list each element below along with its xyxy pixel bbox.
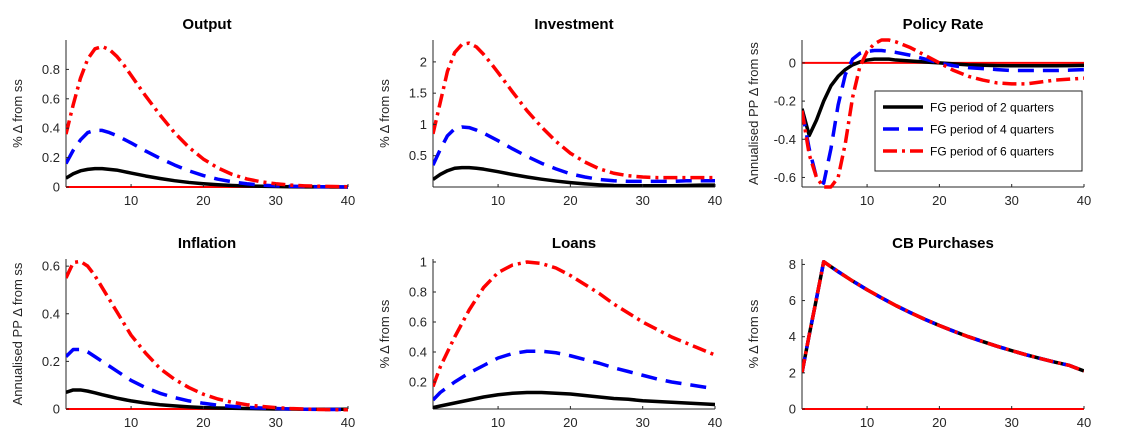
series-line	[802, 259, 1084, 374]
y-tick-label: 0	[789, 402, 796, 417]
series-line	[66, 347, 348, 412]
x-tick-label: 30	[268, 193, 282, 208]
y-tick-label: 1.5	[409, 86, 427, 101]
y-tick-label: 0	[789, 55, 796, 70]
y-axis-label: % Δ from ss	[377, 299, 392, 368]
series-line	[433, 390, 715, 410]
legend-label: FG period of 2 quarters	[930, 101, 1054, 115]
series-line	[802, 38, 1084, 189]
y-tick-label: 2	[420, 54, 427, 69]
y-tick-label: 0.4	[409, 345, 427, 360]
y-tick-label: 0.6	[409, 315, 427, 330]
series-line	[802, 48, 1084, 185]
panel-title: Loans	[552, 235, 596, 252]
y-tick-label: 0	[53, 402, 60, 417]
y-axis-label: Annualised PP Δ from ss	[10, 262, 25, 405]
panel-title: Inflation	[178, 235, 236, 252]
x-tick-label: 20	[196, 193, 210, 208]
x-tick-label: 10	[860, 415, 874, 430]
y-tick-label: 0.5	[409, 148, 427, 163]
panel-title: Policy Rate	[903, 16, 984, 33]
x-tick-label: 30	[1004, 415, 1018, 430]
series-line	[433, 349, 715, 402]
x-tick-label: 10	[860, 193, 874, 208]
y-axis-label: Annualised PP Δ from ss	[746, 42, 761, 185]
x-tick-label: 40	[1077, 193, 1091, 208]
y-axis-label: % Δ from ss	[10, 79, 25, 148]
y-tick-label: -0.6	[774, 170, 796, 185]
panel-cb-purchases: CB Purchases 10 20 30 40 0 2 4 6 8 % Δ from ss	[746, 235, 1091, 430]
legend-label: FG period of 6 quarters	[930, 145, 1054, 159]
x-tick-label: 40	[341, 193, 355, 208]
legend-box	[874, 90, 1083, 172]
series-line	[433, 165, 715, 188]
x-tick-label: 40	[708, 193, 722, 208]
x-tick-label: 30	[1004, 193, 1018, 208]
y-tick-label: 4	[789, 329, 796, 344]
y-tick-label: 8	[789, 257, 796, 272]
series-line	[66, 44, 348, 189]
series-line	[802, 259, 1084, 374]
x-tick-label: 10	[491, 415, 505, 430]
panel-output: Output 10 20 30 40 0 0.2 0.4 0.6 0.8 % Δ from ss	[10, 16, 355, 208]
legend: FG period of 2 quarters FG period of 4 qu…	[874, 90, 1083, 172]
y-tick-label: 0.2	[42, 150, 60, 165]
x-tick-label: 40	[708, 415, 722, 430]
y-tick-label: 0.8	[409, 285, 427, 300]
panel-investment: Investment 10 20 30 40 0.5 1 1.5 2 % Δ from ss	[377, 16, 722, 208]
y-tick-label: 0.6	[42, 259, 60, 274]
series-line	[433, 41, 715, 180]
x-tick-label: 20	[932, 193, 946, 208]
y-tick-label: -0.2	[774, 94, 796, 109]
panel-inflation: Inflation 10 20 30 40 0 0.2 0.4 0.6 Annualised PP…	[10, 235, 355, 430]
y-tick-label: 0.4	[42, 306, 60, 321]
x-tick-label: 40	[341, 415, 355, 430]
y-tick-label: 6	[789, 293, 796, 308]
x-tick-label: 10	[124, 415, 138, 430]
x-tick-label: 20	[563, 193, 577, 208]
panel-loans: Loans 10 20 30 40 0.2 0.4 0.6 0.8 1 % Δ from ss	[377, 235, 722, 430]
panel-title: Investment	[534, 16, 613, 33]
series-line	[433, 125, 715, 184]
y-tick-label: 1	[420, 255, 427, 270]
x-tick-label: 20	[563, 415, 577, 430]
x-tick-label: 20	[196, 415, 210, 430]
y-tick-label: 0.6	[42, 91, 60, 106]
series-line	[433, 260, 715, 388]
series-line	[802, 259, 1084, 374]
y-axis-label: % Δ from ss	[746, 299, 761, 368]
series-line	[66, 128, 348, 189]
x-tick-label: 20	[932, 415, 946, 430]
x-tick-label: 30	[635, 415, 649, 430]
y-tick-label: 0.4	[42, 121, 60, 136]
y-tick-label: 0	[53, 180, 60, 195]
y-axis-label: % Δ from ss	[377, 79, 392, 148]
panel-title: CB Purchases	[892, 235, 994, 252]
legend-label: FG period of 4 quarters	[930, 123, 1054, 137]
y-tick-label: 2	[789, 365, 796, 380]
x-tick-label: 30	[635, 193, 649, 208]
y-tick-label: 0.8	[42, 62, 60, 77]
x-tick-label: 10	[124, 193, 138, 208]
series-line	[66, 388, 348, 411]
panel-policy-rate: Policy Rate 10 20 30 40 -0.6 -0.4 -0.2 0 Annualis…	[746, 16, 1091, 208]
y-tick-label: -0.4	[774, 132, 796, 147]
series-line	[802, 57, 1084, 138]
y-tick-label: 0.2	[42, 354, 60, 369]
y-tick-label: 1	[420, 117, 427, 132]
x-tick-label: 40	[1077, 415, 1091, 430]
y-tick-label: 0.2	[409, 375, 427, 390]
x-tick-label: 10	[491, 193, 505, 208]
x-tick-label: 30	[268, 415, 282, 430]
series-line	[66, 259, 348, 412]
panel-title: Output	[182, 16, 231, 33]
